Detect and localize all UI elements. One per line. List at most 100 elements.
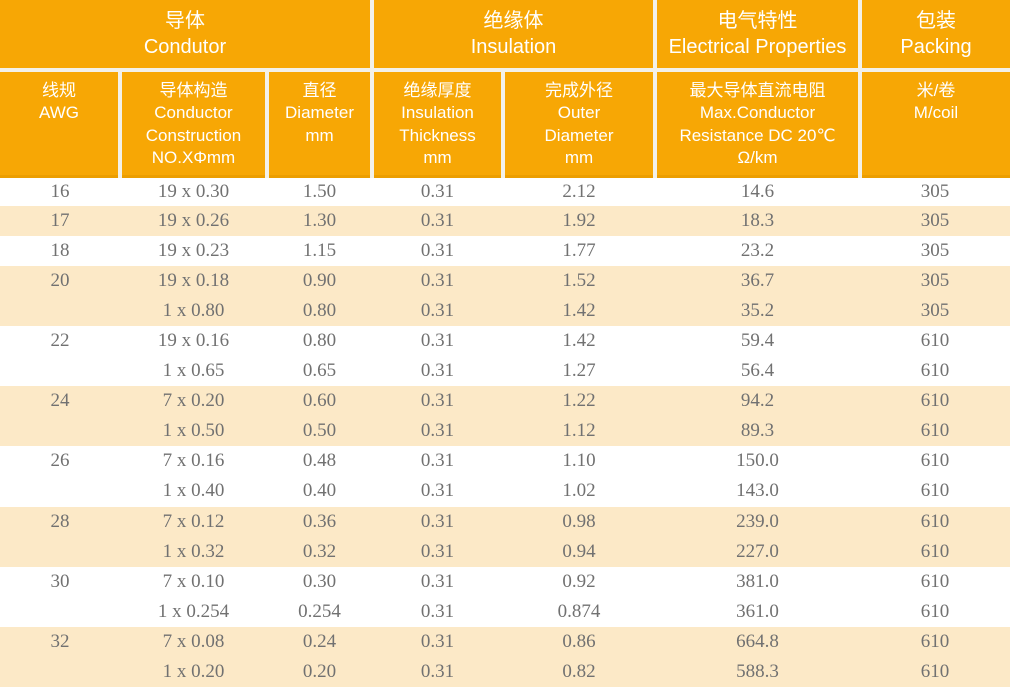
cell-max-resistance: 23.2 bbox=[740, 240, 775, 262]
cell-meters-per-coil: 610 bbox=[860, 626, 1010, 657]
cell-insulation-thickness: 0.31 bbox=[420, 600, 455, 622]
cell-awg: 26 bbox=[50, 450, 70, 472]
cell-awg: 20 bbox=[0, 266, 120, 297]
cell-diameter: 0.254 bbox=[298, 600, 341, 622]
header-column-row: 线规 AWG 导体构造 Conductor Construction NO.XΦ… bbox=[0, 70, 1010, 178]
cell-diameter: 1.15 bbox=[302, 240, 337, 262]
cell-outer-diameter: 1.42 bbox=[562, 330, 596, 352]
cell-meters-per-coil: 305 bbox=[860, 296, 1010, 327]
cell-meters-per-coil: 610 bbox=[860, 416, 1010, 447]
cell-max-resistance: 59.4 bbox=[740, 330, 775, 352]
cell-max-resistance: 14.6 bbox=[740, 180, 775, 202]
table-row: 1 x 0.40 0.40 0.31 1.02 143.0 610 bbox=[0, 476, 1010, 506]
cell-awg bbox=[0, 536, 120, 567]
cell-insulation-thickness: 0.31 bbox=[420, 450, 455, 472]
cell-conductor-construction: 7 x 0.08 bbox=[120, 626, 267, 657]
table-row: 22 19 x 0.16 0.80 0.31 1.42 59.4 610 bbox=[0, 326, 1010, 356]
table-row: 1 x 0.20 0.20 0.31 0.82 588.3 610 bbox=[0, 656, 1010, 687]
cell-meters-per-coil: 610 bbox=[860, 386, 1010, 417]
cell-insulation-thickness: 0.31 bbox=[420, 480, 455, 502]
table-header: 导体 Condutor 绝缘体 Insulation 电气特性 Electric… bbox=[0, 0, 1010, 178]
cell-diameter: 0.48 bbox=[302, 450, 337, 472]
table-row: 1 x 0.254 0.254 0.31 0.874 361.0 610 bbox=[0, 597, 1010, 627]
table-row: 1 x 0.80 0.80 0.31 1.42 35.2 305 bbox=[0, 296, 1010, 327]
cell-max-resistance: 239.0 bbox=[655, 506, 860, 537]
cell-meters-per-coil: 305 bbox=[920, 180, 950, 202]
cell-awg: 32 bbox=[0, 626, 120, 657]
table-row: 24 7 x 0.20 0.60 0.31 1.22 94.2 610 bbox=[0, 386, 1010, 417]
cell-diameter: 0.65 bbox=[302, 360, 337, 382]
column-header-outer-diameter: 完成外径 Outer Diameter mm bbox=[501, 70, 655, 178]
cell-meters-per-coil: 610 bbox=[860, 656, 1010, 687]
cell-max-resistance: 664.8 bbox=[655, 626, 860, 657]
cell-max-resistance: 361.0 bbox=[736, 600, 779, 622]
cell-insulation-thickness: 0.31 bbox=[372, 626, 503, 657]
cell-awg bbox=[0, 356, 120, 386]
table-row: 32 7 x 0.08 0.24 0.31 0.86 664.8 610 bbox=[0, 626, 1010, 657]
cell-max-resistance: 94.2 bbox=[655, 386, 860, 417]
cell-outer-diameter: 1.27 bbox=[562, 360, 596, 382]
cell-insulation-thickness: 0.31 bbox=[420, 360, 455, 382]
cell-conductor-construction: 7 x 0.10 bbox=[162, 570, 225, 592]
column-header-awg: 线规 AWG bbox=[0, 70, 120, 178]
column-header-meters-per-coil: 米/卷 M/coil bbox=[858, 70, 1010, 178]
cell-conductor-construction: 7 x 0.12 bbox=[120, 506, 267, 537]
cell-diameter: 0.30 bbox=[302, 570, 337, 592]
table-row: 1 x 0.65 0.65 0.31 1.27 56.4 610 bbox=[0, 356, 1010, 386]
header-group-insulation: 绝缘体 Insulation bbox=[370, 0, 655, 72]
cell-diameter: 0.80 bbox=[267, 296, 372, 327]
cell-insulation-thickness: 0.31 bbox=[420, 330, 455, 352]
cell-diameter: 0.60 bbox=[267, 386, 372, 417]
cell-insulation-thickness: 0.31 bbox=[372, 506, 503, 537]
cell-awg: 30 bbox=[50, 570, 70, 592]
cell-awg bbox=[0, 416, 120, 447]
cell-conductor-construction: 19 x 0.23 bbox=[157, 240, 230, 262]
table-row: 16 19 x 0.30 1.50 0.31 2.12 14.6 305 bbox=[0, 176, 1010, 206]
cell-diameter: 0.36 bbox=[267, 506, 372, 537]
cell-outer-diameter: 2.12 bbox=[562, 180, 596, 202]
cell-max-resistance: 227.0 bbox=[655, 536, 860, 567]
cell-outer-diameter: 0.874 bbox=[557, 600, 601, 622]
cell-awg: 17 bbox=[0, 206, 120, 237]
header-group-electrical-properties: 电气特性 Electrical Properties bbox=[653, 0, 860, 72]
cell-insulation-thickness: 0.31 bbox=[420, 240, 455, 262]
cell-awg bbox=[0, 656, 120, 687]
cell-outer-diameter: 1.92 bbox=[503, 206, 655, 237]
cell-awg: 16 bbox=[50, 180, 70, 202]
cell-conductor-construction: 1 x 0.40 bbox=[162, 480, 225, 502]
cell-meters-per-coil: 610 bbox=[920, 360, 950, 382]
cell-diameter: 0.90 bbox=[267, 266, 372, 297]
cell-meters-per-coil: 610 bbox=[860, 536, 1010, 567]
cell-outer-diameter: 0.92 bbox=[562, 570, 596, 592]
cell-max-resistance: 381.0 bbox=[736, 570, 779, 592]
cell-diameter: 0.24 bbox=[267, 626, 372, 657]
cell-awg: 18 bbox=[50, 240, 70, 262]
cell-insulation-thickness: 0.31 bbox=[372, 386, 503, 417]
table-row: 20 19 x 0.18 0.90 0.31 1.52 36.7 305 bbox=[0, 266, 1010, 297]
cell-diameter: 0.50 bbox=[267, 416, 372, 447]
cell-conductor-construction: 1 x 0.20 bbox=[120, 656, 267, 687]
column-header-diameter: 直径 Diameter mm bbox=[265, 70, 372, 178]
cell-max-resistance: 35.2 bbox=[655, 296, 860, 327]
cell-max-resistance: 143.0 bbox=[736, 480, 779, 502]
cell-insulation-thickness: 0.31 bbox=[372, 296, 503, 327]
cell-conductor-construction: 7 x 0.20 bbox=[120, 386, 267, 417]
cell-awg bbox=[0, 296, 120, 327]
header-group-packing: 包装 Packing bbox=[858, 0, 1010, 72]
cell-outer-diameter: 1.42 bbox=[503, 296, 655, 327]
cell-outer-diameter: 1.52 bbox=[503, 266, 655, 297]
cell-conductor-construction: 1 x 0.32 bbox=[120, 536, 267, 567]
cell-conductor-construction: 19 x 0.30 bbox=[157, 180, 230, 202]
cell-outer-diameter: 0.86 bbox=[503, 626, 655, 657]
cell-diameter: 0.40 bbox=[302, 480, 337, 502]
cell-meters-per-coil: 305 bbox=[860, 206, 1010, 237]
cell-diameter: 1.50 bbox=[302, 180, 337, 202]
header-group-conductor: 导体 Condutor bbox=[0, 0, 372, 72]
cell-meters-per-coil: 305 bbox=[920, 240, 950, 262]
table-row: 18 19 x 0.23 1.15 0.31 1.77 23.2 305 bbox=[0, 236, 1010, 266]
column-header-conductor-construction: 导体构造 Conductor Construction NO.XΦmm bbox=[118, 70, 267, 178]
cell-conductor-construction: 7 x 0.16 bbox=[162, 450, 225, 472]
header-group-row: 导体 Condutor 绝缘体 Insulation 电气特性 Electric… bbox=[0, 0, 1010, 72]
table-row: 1 x 0.50 0.50 0.31 1.12 89.3 610 bbox=[0, 416, 1010, 447]
